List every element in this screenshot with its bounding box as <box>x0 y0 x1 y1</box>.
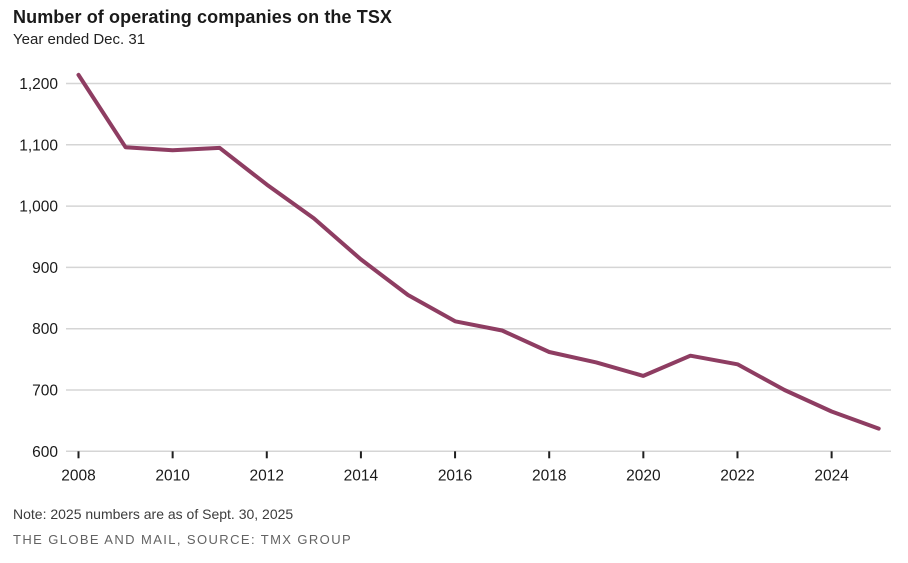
x-axis-tick-label: 2022 <box>720 467 754 484</box>
x-axis-tick-label: 2014 <box>344 467 379 484</box>
x-axis-tick-label: 2008 <box>61 467 95 484</box>
x-axis-tick-label: 2020 <box>626 467 661 484</box>
chart-title: Number of operating companies on the TSX <box>13 7 393 27</box>
x-axis-tick-label: 2024 <box>814 467 849 484</box>
chart-note: Note: 2025 numbers are as of Sept. 30, 2… <box>13 506 294 522</box>
x-axis-tick-label: 2018 <box>532 467 566 484</box>
y-axis-tick-label: 1,200 <box>19 76 58 93</box>
y-axis-tick-label: 700 <box>32 383 58 400</box>
x-axis-tick-label: 2010 <box>155 467 190 484</box>
y-axis-tick-label: 600 <box>32 444 58 461</box>
x-axis-tick-label: 2016 <box>438 467 472 484</box>
chart-subtitle: Year ended Dec. 31 <box>13 31 146 48</box>
data-line-series <box>76 72 881 431</box>
chart-source-credit: THE GLOBE AND MAIL, SOURCE: TMX GROUP <box>13 532 353 547</box>
y-axis-tick-label: 1,000 <box>19 199 58 216</box>
y-axis-tick-label: 800 <box>32 321 58 338</box>
y-axis-tick-label: 900 <box>32 260 58 277</box>
y-axis-tick-label: 1,100 <box>19 137 58 154</box>
x-axis-tick-label: 2012 <box>250 467 284 484</box>
